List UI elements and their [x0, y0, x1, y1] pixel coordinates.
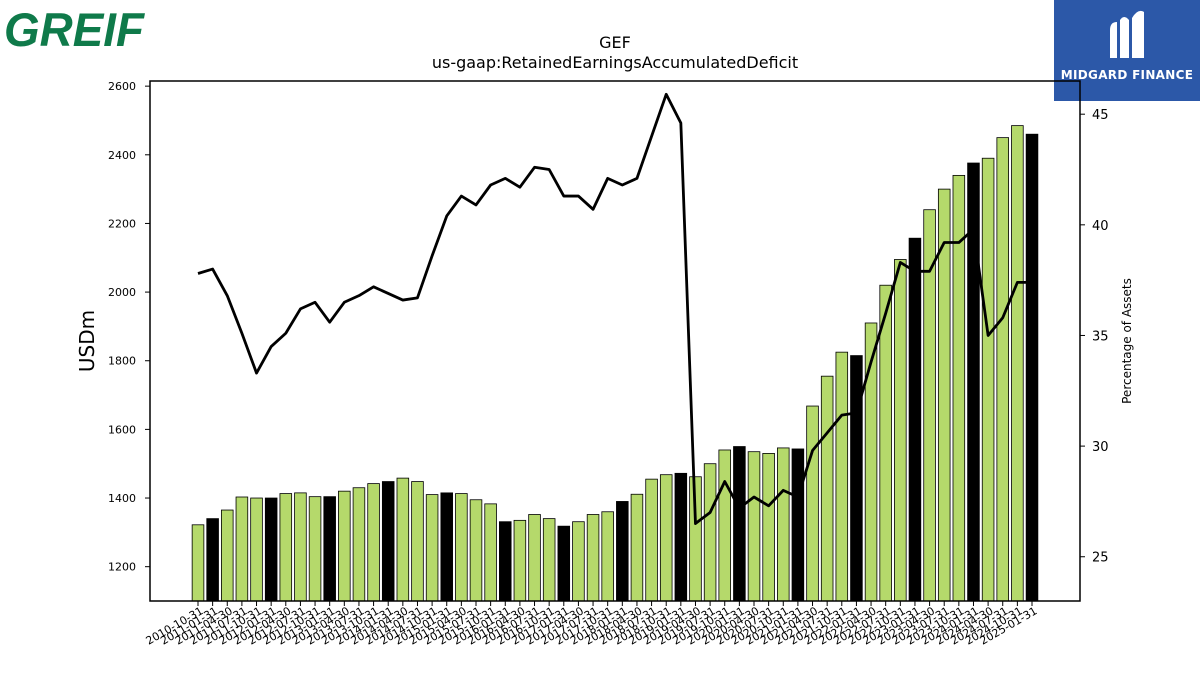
bar-2016-01-31 — [499, 521, 512, 602]
bar-2013-01-31 — [323, 496, 336, 602]
bar-2025-01-31 — [1025, 133, 1039, 602]
bar-2017-10-31 — [601, 511, 614, 602]
bar-2014-04-30 — [396, 477, 410, 602]
bar-2020-07-31 — [762, 453, 775, 602]
bar-2020-10-31 — [777, 447, 790, 602]
bar-2019-10-31 — [718, 449, 731, 602]
bar-2015-07-31 — [469, 499, 483, 602]
bar-2021-04-30 — [806, 405, 819, 602]
bar-2016-07-31 — [528, 514, 541, 602]
bar-2012-04-30 — [279, 493, 293, 602]
bar-2017-01-31 — [557, 525, 571, 602]
bar-2011-10-31 — [250, 497, 263, 602]
y-tick-label-2400: 2400 — [108, 149, 136, 162]
bar-2020-01-31 — [733, 446, 746, 602]
bar-2019-07-31 — [703, 463, 717, 602]
bar-2023-01-31 — [908, 237, 922, 602]
bar-2013-07-31 — [352, 487, 366, 602]
bar-2022-07-31 — [879, 284, 892, 602]
midgard-m-icon — [1110, 10, 1144, 58]
bar-2012-10-31 — [308, 496, 322, 602]
y-tick-label-1800: 1800 — [108, 355, 136, 368]
midgard-finance-logo: MIDGARD FINANCE — [1054, 0, 1200, 101]
bar-2018-10-31 — [659, 474, 673, 602]
bar-2014-01-31 — [381, 481, 395, 602]
bar-2013-10-31 — [367, 483, 380, 602]
y-tick-label-1400: 1400 — [108, 492, 136, 505]
y-axis-left: 1200 1400 1600 1800 2000 2200 2400 2600 — [108, 80, 150, 574]
bar-2024-04-30 — [981, 157, 995, 602]
bar-2018-01-31 — [616, 501, 629, 602]
y-tick-label-1200: 1200 — [108, 561, 136, 574]
bar-2016-04-30 — [513, 519, 527, 602]
greif-logo: GREIF — [4, 4, 145, 52]
line-group — [197, 92, 1032, 525]
y2-tick-label-40: 40 — [1092, 219, 1109, 234]
y2-tick-label-30: 30 — [1092, 440, 1109, 455]
bar-2017-04-30 — [572, 521, 585, 602]
bar-2013-04-30 — [338, 490, 351, 602]
chart-title: GEF — [599, 33, 631, 52]
bar-2022-10-31 — [894, 259, 907, 602]
bar-2015-10-31 — [484, 503, 497, 602]
y-axis-right: 25 30 35 40 45 — [1080, 108, 1109, 566]
bar-2019-01-31 — [674, 472, 688, 602]
greif-logo-text: GREIF — [4, 4, 145, 52]
bar-2024-10-31 — [1011, 125, 1024, 602]
bars-group — [191, 125, 1039, 602]
y2-tick-label-25: 25 — [1092, 551, 1109, 566]
bar-2017-07-31 — [586, 514, 600, 602]
y2-tick-label-35: 35 — [1092, 329, 1109, 344]
bar-2021-07-31 — [820, 375, 834, 602]
bar-2015-04-30 — [455, 493, 468, 602]
bar-2015-01-31 — [440, 492, 453, 602]
y2-axis-label: Percentage of Assets — [1120, 278, 1134, 404]
bar-2012-01-31 — [264, 497, 278, 602]
y-axis-label: USDm — [75, 310, 99, 372]
bar-2018-07-31 — [645, 478, 658, 602]
pct-assets-line — [197, 92, 1032, 525]
bar-2021-10-31 — [835, 351, 849, 602]
plot-frame — [149, 80, 1081, 602]
bar-2012-07-31 — [294, 492, 307, 602]
midgard-logo-text: MIDGARD FINANCE — [1060, 68, 1194, 82]
bar-2024-07-31 — [996, 137, 1009, 602]
bar-2021-01-31 — [791, 448, 805, 602]
bar-2020-04-30 — [747, 451, 761, 602]
bar-2014-10-31 — [425, 494, 439, 602]
bar-2016-10-31 — [542, 518, 556, 602]
y-tick-label-2600: 2600 — [108, 80, 136, 93]
y-tick-label-1600: 1600 — [108, 423, 136, 436]
bar-2011-07-31 — [235, 496, 249, 602]
bar-2011-01-31 — [206, 518, 219, 602]
y-tick-label-2000: 2000 — [108, 286, 136, 299]
bar-2014-07-31 — [411, 481, 424, 602]
y-tick-label-2200: 2200 — [108, 217, 136, 230]
y2-tick-label-45: 45 — [1092, 108, 1109, 123]
bar-2011-04-30 — [221, 509, 234, 602]
x-axis: 2010-10-312011-01-312011-04-302011-07-31… — [144, 601, 1040, 648]
chart-subtitle: us-gaap:RetainedEarningsAccumulatedDefic… — [432, 53, 798, 72]
bar-2010-10-31 — [191, 524, 205, 602]
bar-2022-01-31 — [850, 355, 863, 602]
bar-2018-04-30 — [630, 493, 644, 602]
